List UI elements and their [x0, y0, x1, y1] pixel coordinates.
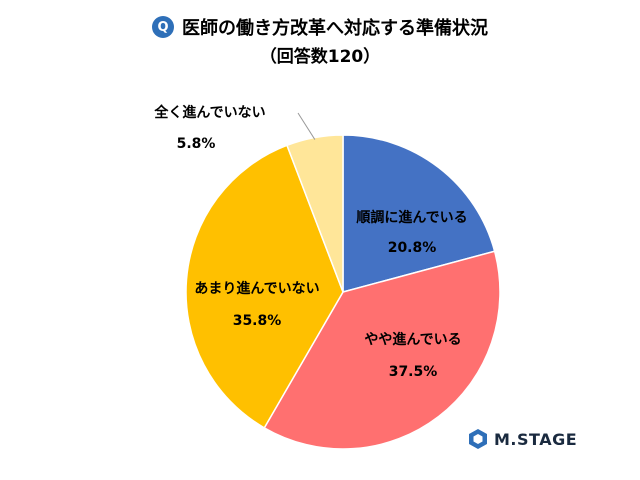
slice-label-0: 順調に進んでいる — [356, 209, 467, 226]
slice-label-2: あまり進んでいない — [194, 281, 319, 297]
slice-label-3: 全く進んでいない — [153, 104, 265, 121]
chart-title-block: Q 医師の働き方改革へ対応する準備状況 （回答数120） — [0, 14, 640, 67]
slice-label-1: やや進んでいる — [364, 332, 461, 348]
chart-title: 医師の働き方改革へ対応する準備状況 — [182, 18, 488, 39]
leader-line — [297, 112, 316, 140]
pie-slices — [185, 134, 501, 450]
mstage-logo: M.STAGE — [468, 428, 577, 450]
slice-value-1: 37.5% — [389, 364, 438, 380]
pie-slice-3 — [286, 134, 344, 293]
mstage-hexagon-icon — [469, 429, 487, 449]
slice-value-2: 35.8% — [233, 313, 282, 329]
pie-slice-1 — [263, 250, 501, 450]
slice-value-0: 20.8% — [388, 240, 437, 256]
slice-value-3: 5.8% — [177, 136, 216, 152]
chart-subtitle: （回答数120） — [259, 47, 381, 67]
pie-slice-0 — [342, 134, 496, 293]
pie-slice-2 — [185, 144, 344, 429]
question-badge-icon: Q — [152, 16, 174, 38]
logo-text: M.STAGE — [494, 429, 578, 449]
chart-title-line: Q 医師の働き方改革へ対応する準備状況 — [0, 14, 640, 40]
